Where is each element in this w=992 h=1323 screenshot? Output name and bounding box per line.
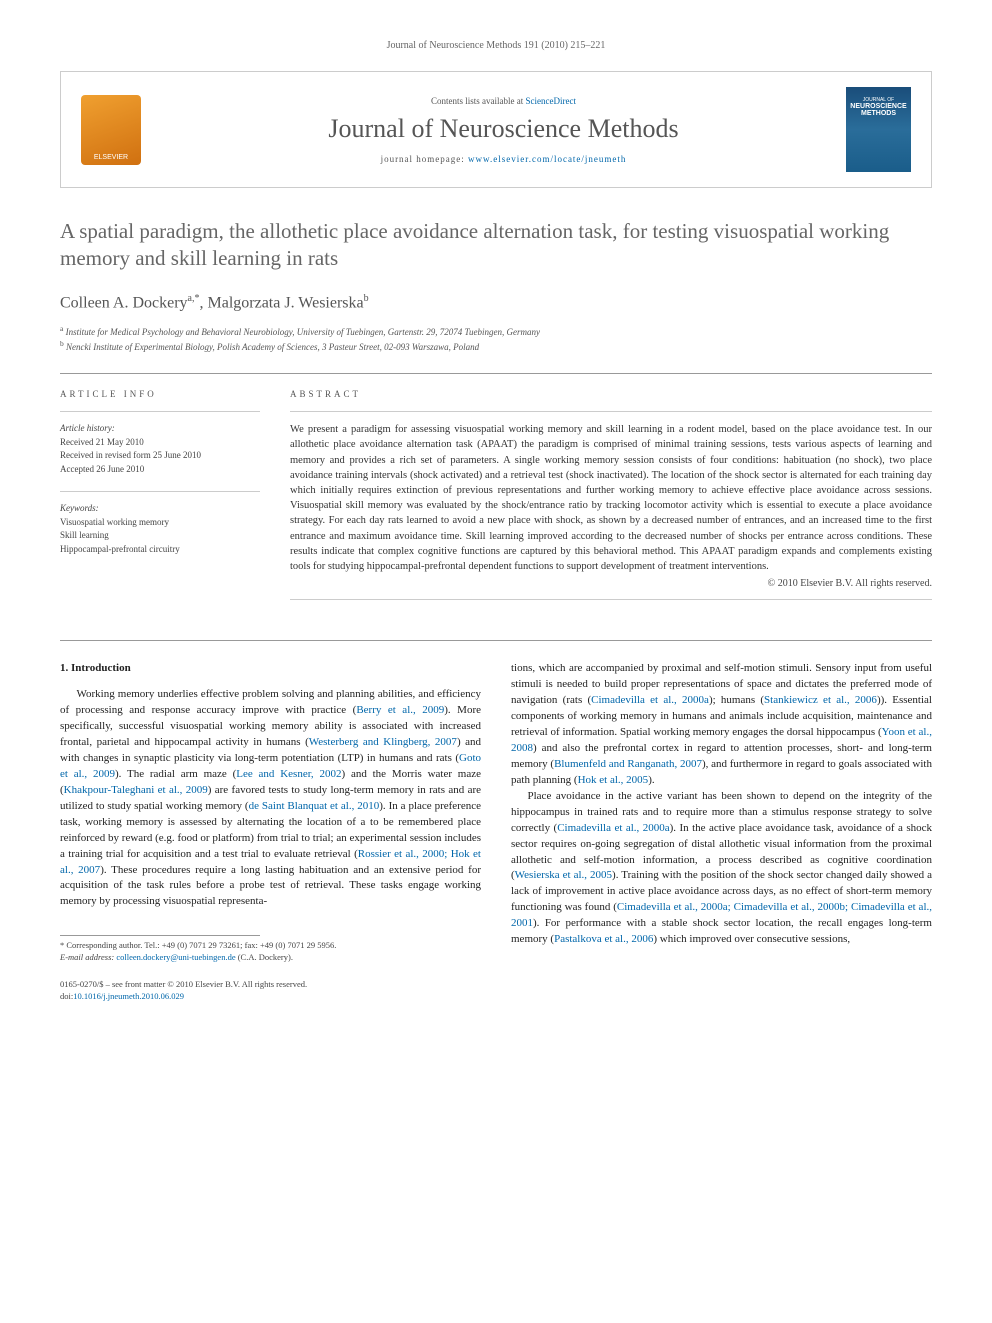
front-matter: 0165-0270/$ – see front matter © 2010 El… bbox=[60, 979, 932, 991]
abstract: ABSTRACT We present a paradigm for asses… bbox=[290, 389, 932, 610]
info-sep bbox=[60, 411, 260, 412]
abstract-heading: ABSTRACT bbox=[290, 389, 932, 399]
body-text: ) which improved over consecutive sessio… bbox=[653, 933, 850, 945]
history-label: Article history: bbox=[60, 422, 260, 436]
history-accepted: Accepted 26 June 2010 bbox=[60, 463, 260, 477]
article-info-heading: ARTICLE INFO bbox=[60, 389, 260, 399]
body-text: ). bbox=[648, 774, 654, 786]
citation-link[interactable]: Lee and Kesner, 2002 bbox=[236, 768, 341, 780]
homepage-line: journal homepage: www.elsevier.com/locat… bbox=[161, 154, 846, 164]
citation-link[interactable]: Pastalkova et al., 2006 bbox=[554, 933, 653, 945]
abstract-text: We present a paradigm for assessing visu… bbox=[290, 422, 932, 574]
homepage-prefix: journal homepage: bbox=[381, 154, 468, 164]
body-paragraph: Place avoidance in the active variant ha… bbox=[511, 789, 932, 948]
doi-prefix: doi: bbox=[60, 991, 73, 1001]
author-2-sup: b bbox=[364, 293, 369, 304]
elsevier-logo-text: ELSEVIER bbox=[94, 154, 128, 161]
corr-email-line: E-mail address: colleen.dockery@uni-tueb… bbox=[60, 952, 481, 964]
doi-link[interactable]: 10.1016/j.jneumeth.2010.06.029 bbox=[73, 991, 184, 1001]
journal-cover-thumb: JOURNAL OF NEUROSCIENCE METHODS bbox=[846, 87, 911, 172]
history-received: Received 21 May 2010 bbox=[60, 436, 260, 450]
article-title: A spatial paradigm, the allothetic place… bbox=[60, 218, 932, 273]
sciencedirect-link[interactable]: ScienceDirect bbox=[526, 96, 576, 106]
contents-line: Contents lists available at ScienceDirec… bbox=[161, 96, 846, 106]
email-suffix: (C.A. Dockery). bbox=[236, 952, 293, 962]
body-columns: 1. Introduction Working memory underlies… bbox=[60, 661, 932, 964]
body-paragraph: tions, which are accompanied by proximal… bbox=[511, 661, 932, 789]
body-text: ). The radial arm maze ( bbox=[115, 768, 236, 780]
doi-line: doi:10.1016/j.jneumeth.2010.06.029 bbox=[60, 991, 932, 1003]
citation-link[interactable]: Blumenfeld and Ranganath, 2007 bbox=[554, 758, 702, 770]
body-text: ); humans ( bbox=[709, 694, 764, 706]
keyword-3: Hippocampal-prefrontal circuitry bbox=[60, 543, 260, 557]
footer-bottom: 0165-0270/$ – see front matter © 2010 El… bbox=[60, 979, 932, 1003]
keyword-2: Skill learning bbox=[60, 529, 260, 543]
divider bbox=[60, 373, 932, 374]
history-revised: Received in revised form 25 June 2010 bbox=[60, 449, 260, 463]
corr-tel-fax: * Corresponding author. Tel.: +49 (0) 70… bbox=[60, 940, 481, 952]
journal-center: Contents lists available at ScienceDirec… bbox=[161, 96, 846, 164]
section-heading: 1. Introduction bbox=[60, 661, 481, 677]
email-link[interactable]: colleen.dockery@uni-tuebingen.de bbox=[116, 952, 235, 962]
article-info: ARTICLE INFO Article history: Received 2… bbox=[60, 389, 260, 610]
footnote-sep bbox=[60, 935, 260, 936]
citation-link[interactable]: Wesierska et al., 2005 bbox=[515, 869, 612, 881]
affiliation-b: b Nencki Institute of Experimental Biolo… bbox=[60, 339, 932, 354]
info-sep bbox=[290, 599, 932, 600]
journal-header-box: ELSEVIER Contents lists available at Sci… bbox=[60, 71, 932, 188]
affiliation-b-text: Nencki Institute of Experimental Biology… bbox=[66, 342, 479, 352]
body-paragraph: Working memory underlies effective probl… bbox=[60, 687, 481, 910]
email-label: E-mail address: bbox=[60, 952, 116, 962]
affiliation-a: a Institute for Medical Psychology and B… bbox=[60, 324, 932, 339]
body-text: ). These procedures require a long lasti… bbox=[60, 864, 481, 908]
article-history: Article history: Received 21 May 2010 Re… bbox=[60, 422, 260, 476]
journal-name: Journal of Neuroscience Methods bbox=[161, 114, 846, 144]
authors-line: Colleen A. Dockerya,*, Malgorzata J. Wes… bbox=[60, 293, 932, 312]
corresponding-author: * Corresponding author. Tel.: +49 (0) 70… bbox=[60, 940, 481, 964]
column-right: tions, which are accompanied by proximal… bbox=[511, 661, 932, 964]
citation-link[interactable]: Berry et al., 2009 bbox=[356, 704, 444, 716]
cover-line2: NEUROSCIENCE bbox=[850, 103, 906, 110]
citation-link[interactable]: de Saint Blanquat et al., 2010 bbox=[249, 800, 380, 812]
author-2: Malgorzata J. Wesierska bbox=[207, 294, 363, 311]
column-left: 1. Introduction Working memory underlies… bbox=[60, 661, 481, 964]
affiliation-a-text: Institute for Medical Psychology and Beh… bbox=[66, 327, 540, 337]
info-abstract-row: ARTICLE INFO Article history: Received 2… bbox=[60, 389, 932, 610]
affiliations: a Institute for Medical Psychology and B… bbox=[60, 324, 932, 353]
citation-link[interactable]: Cimadevilla et al., 2000a bbox=[591, 694, 709, 706]
cover-line3: METHODS bbox=[861, 110, 896, 117]
homepage-link[interactable]: www.elsevier.com/locate/jneumeth bbox=[468, 154, 626, 164]
elsevier-logo: ELSEVIER bbox=[81, 95, 141, 165]
citation-link[interactable]: Stankiewicz et al., 2006 bbox=[764, 694, 877, 706]
citation-link[interactable]: Cimadevilla et al., 2000a bbox=[557, 822, 669, 834]
abstract-copyright: © 2010 Elsevier B.V. All rights reserved… bbox=[290, 578, 932, 589]
keywords-label: Keywords: bbox=[60, 502, 260, 516]
info-sep bbox=[290, 411, 932, 412]
citation-link[interactable]: Hok et al., 2005 bbox=[578, 774, 649, 786]
divider bbox=[60, 640, 932, 641]
info-sep bbox=[60, 491, 260, 492]
keyword-1: Visuospatial working memory bbox=[60, 516, 260, 530]
contents-prefix: Contents lists available at bbox=[431, 96, 525, 106]
author-1: Colleen A. Dockery bbox=[60, 294, 188, 311]
keywords-block: Keywords: Visuospatial working memory Sk… bbox=[60, 502, 260, 556]
citation-link[interactable]: Westerberg and Klingberg, 2007 bbox=[309, 736, 457, 748]
citation-link[interactable]: Khakpour-Taleghani et al., 2009 bbox=[64, 784, 208, 796]
header-citation: Journal of Neuroscience Methods 191 (201… bbox=[60, 40, 932, 51]
author-1-sup: a,* bbox=[188, 293, 200, 304]
